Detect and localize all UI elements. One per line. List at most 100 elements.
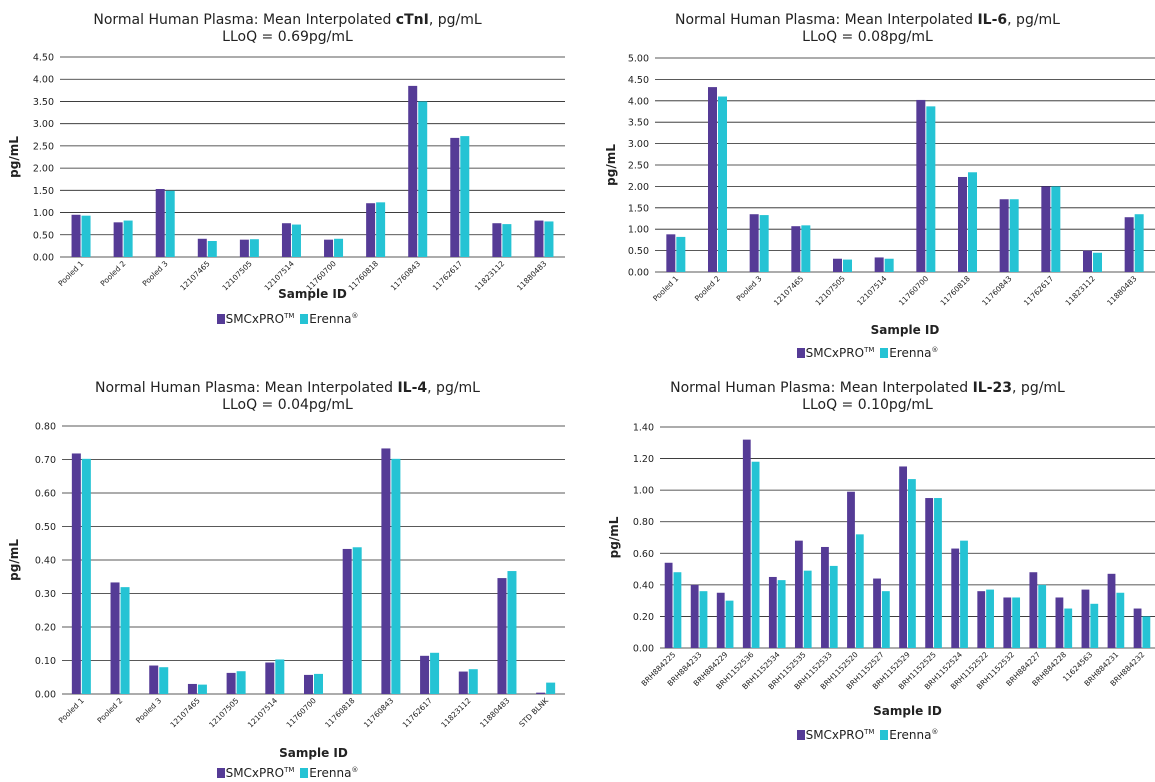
x-tick-label: STD BLNK xyxy=(517,695,551,729)
bar-smcxpro xyxy=(1081,589,1090,648)
bar-smcxpro xyxy=(873,578,881,648)
chart-legend: SMCxPROTM Erenna® xyxy=(580,728,1155,742)
bar-smcxpro xyxy=(847,491,855,648)
y-tick-label: 3.50 xyxy=(33,97,54,108)
y-tick-label: 5.00 xyxy=(628,54,649,65)
chart-subtitle: LLoQ = 0.10pg/mL xyxy=(802,397,933,413)
bar-smcxpro xyxy=(458,671,468,694)
y-tick-label: 1.50 xyxy=(33,186,54,197)
y-tick-label: 2.00 xyxy=(33,164,54,175)
y-tick-label: 0.00 xyxy=(633,644,654,655)
y-tick-label: 4.50 xyxy=(33,53,54,64)
bar-smcxpro xyxy=(155,189,165,257)
y-tick-label: 0.70 xyxy=(35,455,56,466)
y-tick-label: 0.60 xyxy=(35,489,56,500)
bar-smcxpro xyxy=(324,239,334,257)
x-tick-label: 12107514 xyxy=(855,274,889,308)
x-tick-label: 11823112 xyxy=(1064,274,1098,308)
x-tick-label: 11762617 xyxy=(1022,274,1056,308)
bar-smcxpro xyxy=(239,239,249,257)
bar-erenna xyxy=(460,136,470,257)
bar-erenna xyxy=(352,547,362,694)
chart-title: Normal Human Plasma: Mean Interpolated I… xyxy=(670,380,1065,413)
x-tick-label: 12107465 xyxy=(772,274,806,308)
bar-smcxpro xyxy=(304,674,313,694)
bar-erenna xyxy=(430,652,440,694)
bar-smcxpro xyxy=(408,85,418,257)
bar-erenna xyxy=(120,587,130,694)
x-tick-label: Pooled 3 xyxy=(735,274,764,303)
y-tick-label: 0.20 xyxy=(633,612,654,623)
x-tick-label: 11823112 xyxy=(439,696,473,730)
bar-erenna xyxy=(334,238,344,257)
y-tick-label: 1.00 xyxy=(33,208,54,219)
bar-erenna xyxy=(1009,199,1019,272)
bar-smcxpro xyxy=(999,199,1009,272)
bar-smcxpro xyxy=(951,548,960,648)
x-tick-label: 11760818 xyxy=(323,696,357,730)
bar-erenna xyxy=(1093,252,1102,272)
x-tick-label: Pooled 2 xyxy=(99,259,128,288)
y-tick-label: 1.40 xyxy=(633,423,654,434)
bar-smcxpro xyxy=(492,223,502,257)
bar-erenna xyxy=(275,659,285,694)
bar-erenna xyxy=(759,215,769,272)
bar-erenna xyxy=(1134,214,1144,272)
chart-legend: SMCxPROTM Erenna® xyxy=(0,766,575,780)
chart-panel-il4: Normal Human Plasma: Mean Interpolated I… xyxy=(0,372,575,782)
bar-smcxpro xyxy=(833,258,842,272)
analyte-name: IL-4 xyxy=(397,380,428,396)
y-tick-label: 0.00 xyxy=(33,253,54,264)
chart-legend: SMCxPROTM Erenna® xyxy=(580,346,1155,360)
bar-smcxpro xyxy=(916,99,926,272)
bar-erenna xyxy=(1064,608,1073,648)
legend-item-smcxpro: SMCxPROTM xyxy=(216,312,294,326)
bar-smcxpro xyxy=(113,222,123,257)
bar-erenna xyxy=(376,202,386,257)
x-tick-label: Pooled 2 xyxy=(95,696,124,725)
bar-erenna xyxy=(1090,603,1099,648)
bar-erenna xyxy=(81,458,91,694)
x-tick-label: 11880483 xyxy=(478,696,512,730)
bar-erenna xyxy=(1116,592,1125,648)
bar-smcxpro xyxy=(666,234,676,272)
bar-erenna xyxy=(777,580,786,648)
y-tick-label: 4.00 xyxy=(33,75,54,86)
bar-smcxpro xyxy=(664,562,673,648)
y-tick-label: 2.00 xyxy=(628,182,649,193)
x-tick-label: 12107505 xyxy=(814,274,848,308)
bar-erenna xyxy=(314,673,323,694)
bar-smcxpro xyxy=(71,453,81,694)
y-tick-label: 2.50 xyxy=(33,141,54,152)
x-axis-title: Sample ID xyxy=(279,746,348,760)
bar-smcxpro xyxy=(958,176,967,272)
bar-smcxpro xyxy=(265,662,275,694)
legend-item-erenna: Erenna® xyxy=(880,728,938,742)
bar-erenna xyxy=(986,589,994,648)
bar-smcxpro xyxy=(925,498,934,648)
analyte-name: IL-23 xyxy=(972,380,1013,396)
x-tick-label: 12107465 xyxy=(178,259,212,293)
bar-smcxpro xyxy=(1041,186,1051,272)
bar-erenna xyxy=(829,565,838,648)
x-tick-label: 11760843 xyxy=(980,274,1014,308)
chart-title: Normal Human Plasma: Mean Interpolated c… xyxy=(93,12,482,45)
bar-erenna xyxy=(391,458,401,694)
y-tick-label: 1.00 xyxy=(633,486,654,497)
y-tick-label: 0.40 xyxy=(35,556,56,567)
y-axis-title: pg/mL xyxy=(607,516,621,558)
x-tick-label: 11823112 xyxy=(473,259,507,293)
chart-panel-il23: Normal Human Plasma: Mean Interpolated I… xyxy=(580,372,1155,782)
y-tick-label: 0.10 xyxy=(35,656,56,667)
bar-erenna xyxy=(718,96,727,273)
bar-smcxpro xyxy=(749,214,759,272)
bar-erenna xyxy=(843,259,852,272)
bar-smcxpro xyxy=(1003,597,1012,648)
y-tick-label: 0.60 xyxy=(633,549,654,560)
bar-erenna xyxy=(1038,584,1047,648)
bar-smcxpro xyxy=(768,576,777,648)
bar-smcxpro xyxy=(450,137,460,257)
analyte-name: IL-6 xyxy=(977,12,1008,28)
bar-smcxpro xyxy=(1107,573,1116,648)
bar-smcxpro xyxy=(197,238,207,257)
